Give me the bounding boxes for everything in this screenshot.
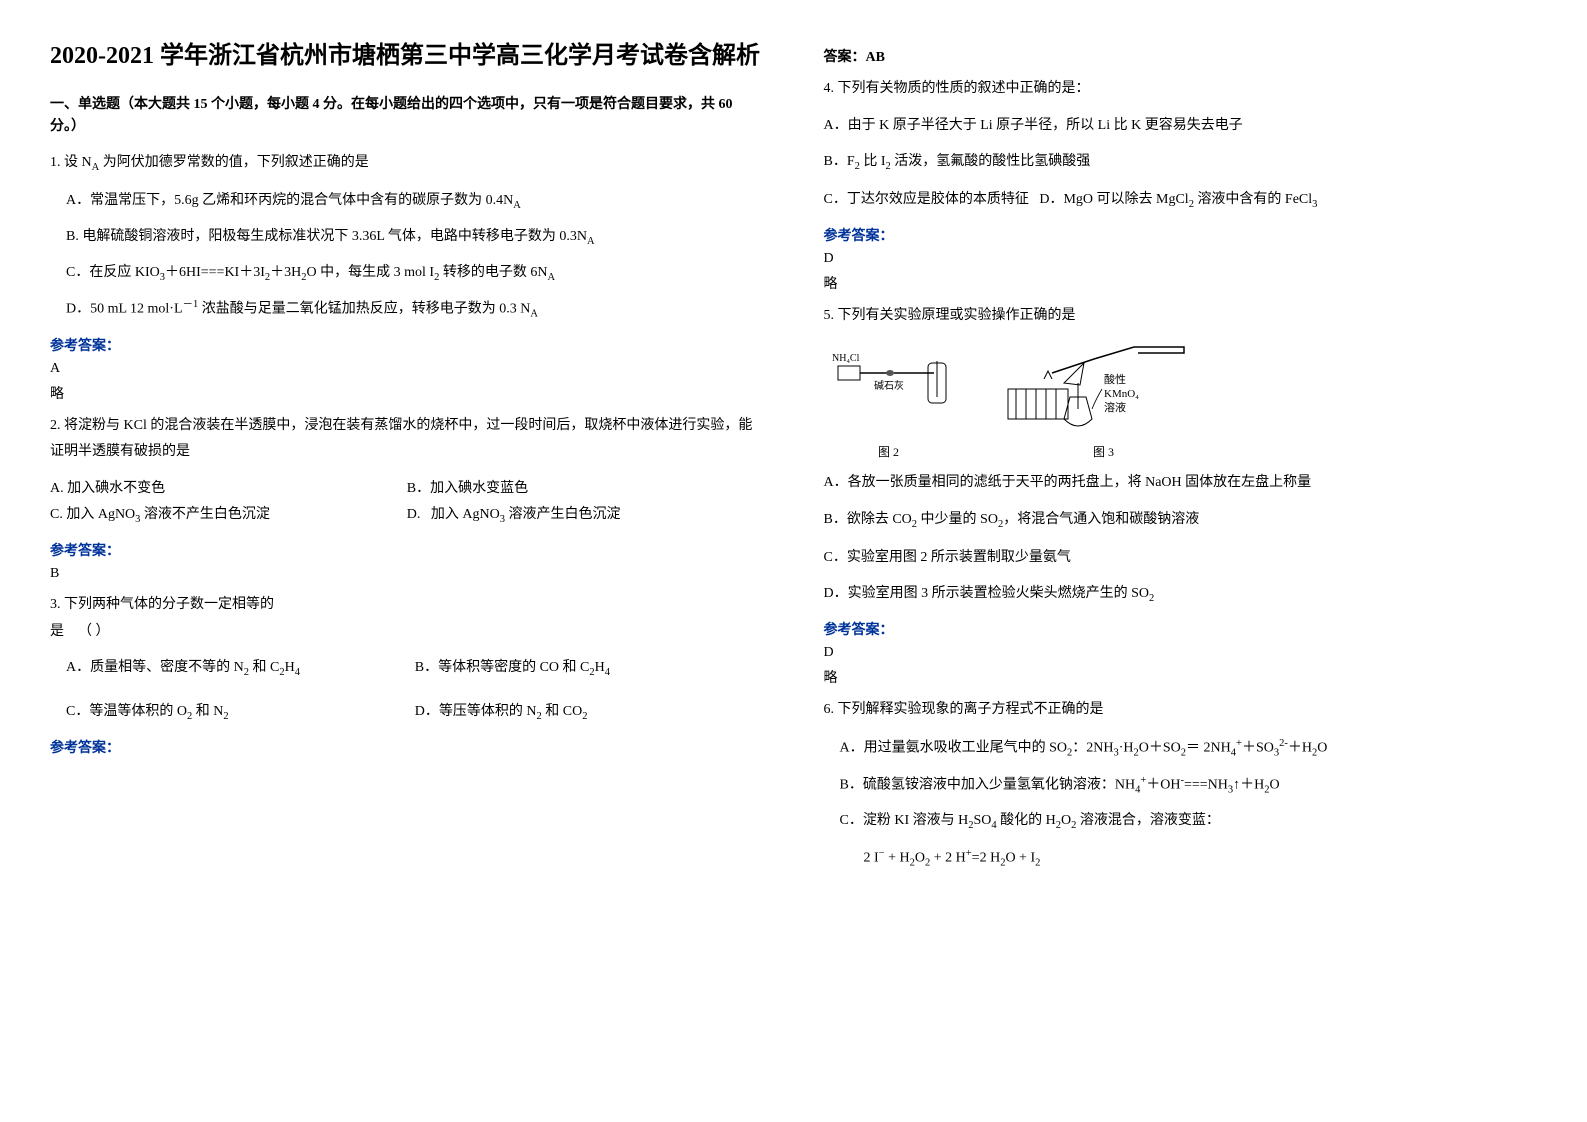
q2-option-a: A. 加入碘水不变色 [50,476,407,503]
q2-option-b: B．加入碘水变蓝色 [407,476,764,503]
fig3-label-kmno4: KMnO₄ [1104,388,1139,400]
q1-option-a: A．常温常压下，5.6g 乙烯和环丙烷的混合气体中含有的碳原子数为 0.4NA [66,188,764,216]
q2-answer: B [50,566,764,582]
left-column: 2020-2021 学年浙江省杭州市塘栖第三中学高三化学月考试卷含解析 一、单选… [50,40,764,881]
exam-title: 2020-2021 学年浙江省杭州市塘栖第三中学高三化学月考试卷含解析 [50,40,764,74]
q1-extra: 略 [50,383,764,403]
q5-option-a: A．各放一张质量相同的滤纸于天平的两托盘上，将 NaOH 固体放在左盘上称量 [824,470,1538,497]
q5-option-d: D．实验室用图 3 所示装置检验火柴头燃烧产生的 SO2 [824,581,1538,609]
right-column: 答案：AB 4. 下列有关物质的性质的叙述中正确的是： A．由于 K 原子半径大… [824,40,1538,881]
q5-option-c: C．实验室用图 2 所示装置制取少量氨气 [824,545,1538,572]
figure-2: NH₄Cl 碱石灰 图 2 [824,349,954,460]
fig2-label-nh4cl: NH₄Cl [832,353,860,364]
q6-option-a: A．用过量氨水吸收工业尾气中的 SO2：2NH3·H2O＋SO2＝ 2NH4+＋… [840,734,1538,763]
q4-option-a: A．由于 K 原子半径大于 Li 原子半径，所以 Li 比 K 更容易失去电子 [824,113,1538,140]
fig3-label-sol: 溶液 [1104,400,1126,414]
q4-answer-label: 参考答案： [824,225,1538,245]
q3-option-a: A．质量相等、密度不等的 N2 和 C2H4 [66,655,415,683]
q3-option-c: C．等温等体积的 O2 和 N2 [66,699,415,727]
q5-answer-label: 参考答案： [824,619,1538,639]
fig3-label-acid: 酸性 [1104,372,1126,386]
q3-option-d: D．等压等体积的 N2 和 CO2 [415,699,764,727]
section-1-header: 一、单选题（本大题共 15 个小题，每小题 4 分。在每小题给出的四个选项中，只… [50,94,764,139]
figure-3: 酸性 KMnO₄ 溶液 图 3 [1004,339,1204,460]
q1-answer-label: 参考答案： [50,335,764,355]
q3-stem: 3. 下列两种气体的分子数一定相等的是 （ ） [50,592,764,645]
q1-option-d: D．50 mL 12 mol·L－1 浓盐酸与足量二氧化锰加热反应，转移电子数为… [66,295,764,324]
q2-stem: 2. 将淀粉与 KCl 的混合液装在半透膜中，浸泡在装有蒸馏水的烧杯中，过一段时… [50,413,764,466]
q2-option-d: D. 加入 AgNO3 溶液产生白色沉淀 [407,502,764,530]
figure-2-svg: NH₄Cl 碱石灰 [824,349,954,439]
q1-answer: A [50,361,764,377]
q6-option-b: B．硫酸氢铵溶液中加入少量氢氧化钠溶液：NH4+＋OH-===NH3↑＋H2O [840,771,1538,800]
q6-option-c: C．淀粉 KI 溶液与 H2SO4 酸化的 H2O2 溶液混合，溶液变蓝： [840,808,1538,836]
q5-answer: D [824,645,1538,661]
q6-stem: 6. 下列解释实验现象的离子方程式不正确的是 [824,697,1538,724]
q4-stem: 4. 下列有关物质的性质的叙述中正确的是： [824,76,1538,103]
q4-option-b: B．F2 比 I2 活泼，氢氟酸的酸性比氢碘酸强 [824,149,1538,177]
q4-option-cd: C．丁达尔效应是胶体的本质特征 D．MgO 可以除去 MgCl2 溶液中含有的 … [824,187,1538,215]
q2-answer-label: 参考答案： [50,540,764,560]
q4-extra: 略 [824,273,1538,293]
q1-option-c: C．在反应 KIO3＋6HI===KI＋3I2＋3H2O 中，每生成 3 mol… [66,260,764,288]
q2-option-c: C. 加入 AgNO3 溶液不产生白色沉淀 [50,502,407,530]
q5-stem: 5. 下列有关实验原理或实验操作正确的是 [824,303,1538,330]
q5-figures: NH₄Cl 碱石灰 图 2 [824,339,1538,460]
figure-3-svg: 酸性 KMnO₄ 溶液 [1004,339,1204,439]
q1-option-b: B. 电解硫酸铜溶液时，阳极每生成标准状况下 3.36L 气体，电路中转移电子数… [66,224,764,252]
q5-extra: 略 [824,667,1538,687]
q3-answer: 答案：AB [824,46,1538,66]
q5-option-b: B．欲除去 CO2 中少量的 SO2，将混合气通入饱和碳酸钠溶液 [824,507,1538,535]
figure-3-label: 图 3 [1004,443,1204,460]
q4-answer: D [824,251,1538,267]
q3-answer-label: 参考答案： [50,737,764,757]
q6-option-c-eq: 2 I− + H2O2 + 2 H+=2 H2O + I2 [864,844,1538,873]
fig2-label-lime: 碱石灰 [874,379,904,392]
q1-stem: 1. 设 NA 为阿伏加德罗常数的值，下列叙述正确的是 [50,150,764,178]
q3-option-b: B．等体积等密度的 CO 和 C2H4 [415,655,764,683]
figure-2-label: 图 2 [824,443,954,460]
